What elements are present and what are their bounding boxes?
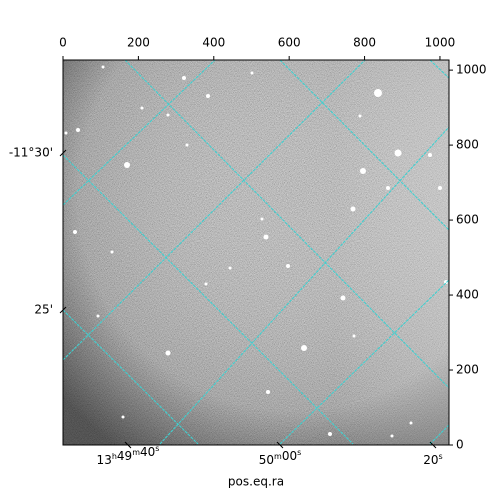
y-tick-label: 400 (456, 288, 479, 302)
ra-tick-label: 20s (423, 452, 442, 467)
stars (64, 65, 448, 438)
dec-tick (59, 149, 67, 157)
ra-tick-label: 13h49m40s (97, 444, 160, 467)
ra-tick (124, 441, 132, 449)
sky-image (63, 60, 449, 445)
y-tick-label: 0 (456, 438, 464, 452)
x-tick-label: 600 (278, 36, 301, 50)
y-tick-label: 200 (456, 363, 479, 377)
y-tick-label: 600 (456, 213, 479, 227)
dec-tick (59, 306, 67, 314)
dec-tick-label: -11°30' (9, 146, 53, 160)
x-tick-label: 400 (202, 36, 225, 50)
x-tick-label: 0 (59, 36, 67, 50)
y-tick-label: 1000 (456, 63, 487, 77)
ra-tick (429, 441, 437, 449)
axes-frame (62, 59, 450, 446)
dec-tick-label: 25' (34, 303, 53, 317)
x-tick-label: 800 (353, 36, 376, 50)
ra-tick (276, 441, 284, 449)
x-tick-label: 200 (127, 36, 150, 50)
y-tick-label: 800 (456, 138, 479, 152)
ra-tick-label: 50m00s (259, 448, 302, 467)
x-axis-label: pos.eq.ra (228, 475, 284, 489)
x-tick-label: 1000 (425, 36, 456, 50)
coordinate-grid (63, 60, 449, 445)
